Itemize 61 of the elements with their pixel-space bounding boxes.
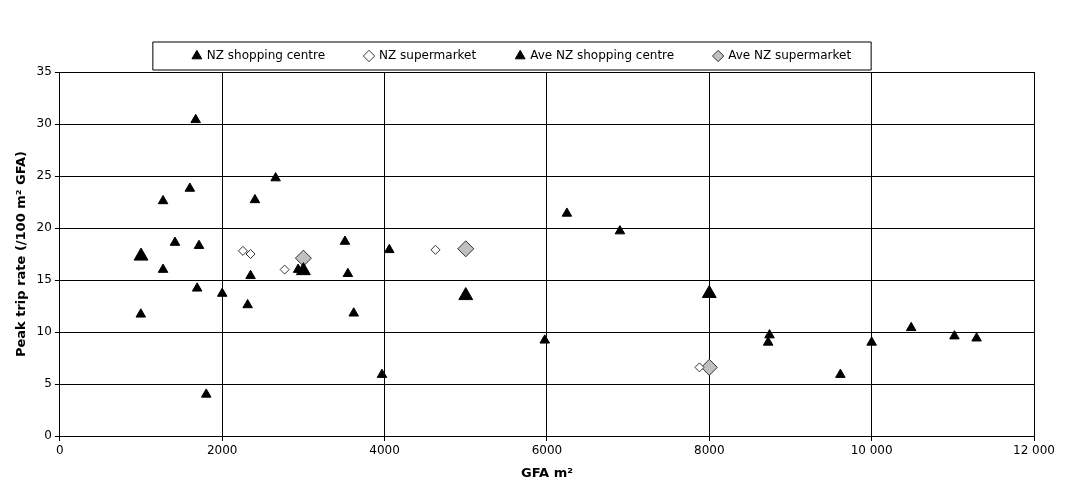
x-tick-label: 12 000: [1013, 443, 1055, 458]
point: [157, 263, 169, 273]
legend-label: Ave NZ shopping centre: [530, 48, 675, 63]
x-tick-label: 10 000: [850, 443, 893, 458]
point: [764, 329, 775, 339]
point: [157, 194, 169, 205]
y-tick-label: 0: [44, 428, 52, 443]
point: [866, 336, 877, 346]
point: [457, 240, 475, 258]
point: [245, 249, 256, 259]
x-axis-title: GFA m²: [520, 464, 573, 480]
point: [384, 243, 395, 254]
y-tick-label: 25: [36, 168, 52, 183]
point: [190, 113, 201, 124]
point: [905, 321, 917, 332]
x-tick-label: 6000: [531, 443, 563, 458]
point: [971, 332, 982, 342]
point: [184, 182, 196, 192]
point: [249, 193, 261, 204]
point: [458, 287, 474, 301]
point: [342, 267, 354, 278]
x-tick-label: 0: [56, 443, 64, 458]
point: [561, 207, 573, 217]
point: [762, 336, 774, 346]
point: [294, 249, 312, 267]
x-tick-label: 8000: [694, 443, 725, 458]
point: [949, 330, 960, 340]
point: [193, 239, 205, 249]
y-axis-title: Peak trip rate (/100 m² GFA): [13, 150, 29, 358]
x-tick-label: 2000: [206, 443, 238, 458]
point: [200, 388, 212, 398]
point: [539, 334, 551, 344]
y-tick-label: 30: [36, 116, 52, 131]
point: [694, 362, 705, 373]
point: [135, 308, 147, 318]
point: [279, 264, 290, 275]
y-tick-label: 10: [36, 324, 52, 339]
point: [191, 282, 203, 292]
point: [133, 247, 149, 261]
point: [237, 245, 248, 256]
point: [376, 368, 388, 378]
legend-label: Ave NZ supermarket: [728, 48, 852, 63]
point: [339, 235, 351, 245]
point: [700, 358, 718, 376]
y-tick-label: 15: [36, 272, 52, 287]
x-tick-label: 4000: [369, 443, 400, 458]
point: [270, 172, 281, 182]
point: [242, 298, 253, 309]
y-tick-label: 35: [36, 64, 52, 79]
point: [245, 269, 256, 280]
point: [348, 307, 359, 317]
legend-label: NZ shopping centre: [206, 48, 326, 63]
point: [216, 287, 228, 297]
point: [701, 285, 717, 299]
y-tick-label: 5: [44, 376, 52, 391]
point: [169, 236, 181, 246]
legend-label: NZ supermarket: [379, 48, 477, 63]
point: [835, 368, 846, 378]
y-tick-label: 20: [36, 220, 52, 235]
point: [614, 225, 626, 235]
point: [430, 244, 441, 255]
